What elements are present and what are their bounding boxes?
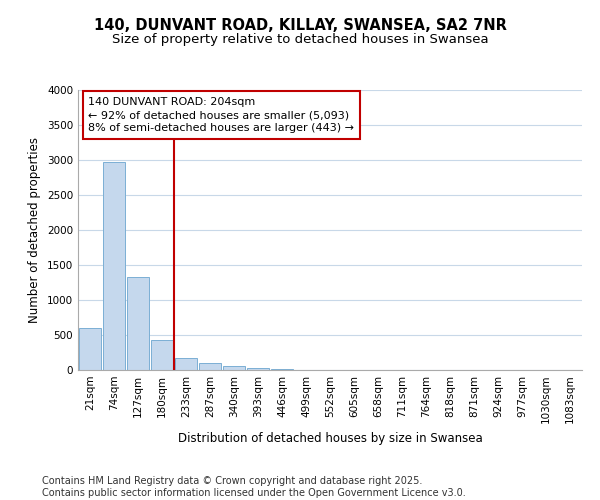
Bar	[103, 162, 125, 370]
Text: 140, DUNVANT ROAD, KILLAY, SWANSEA, SA2 7NR: 140, DUNVANT ROAD, KILLAY, SWANSEA, SA2 …	[94, 18, 506, 32]
Bar	[247, 368, 269, 370]
Bar	[79, 328, 101, 370]
Bar	[199, 364, 221, 370]
Bar	[151, 340, 173, 370]
Text: Contains HM Land Registry data © Crown copyright and database right 2025.
Contai: Contains HM Land Registry data © Crown c…	[42, 476, 466, 498]
Text: 140 DUNVANT ROAD: 204sqm
← 92% of detached houses are smaller (5,093)
8% of semi: 140 DUNVANT ROAD: 204sqm ← 92% of detach…	[88, 97, 354, 134]
Bar	[127, 277, 149, 370]
X-axis label: Distribution of detached houses by size in Swansea: Distribution of detached houses by size …	[178, 432, 482, 445]
Bar	[223, 366, 245, 370]
Y-axis label: Number of detached properties: Number of detached properties	[28, 137, 41, 323]
Bar	[175, 358, 197, 370]
Text: Size of property relative to detached houses in Swansea: Size of property relative to detached ho…	[112, 32, 488, 46]
Bar	[271, 368, 293, 370]
